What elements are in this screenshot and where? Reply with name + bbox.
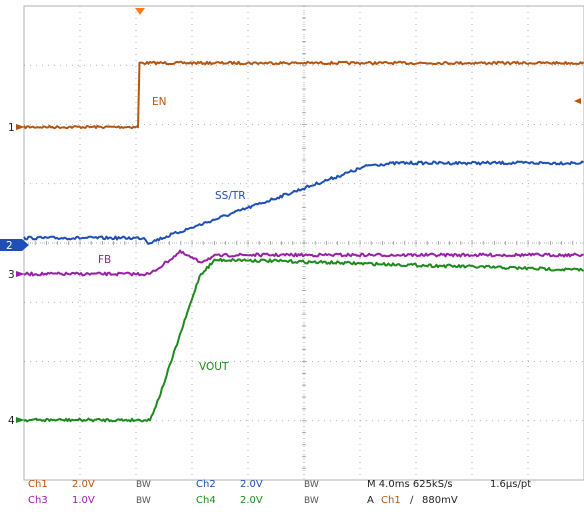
- ch2-ground-marker[interactable]: 2: [0, 239, 29, 252]
- graticule: [23, 5, 584, 481]
- ch1-marker-arrow-icon: [16, 124, 25, 130]
- ch2-marker-box: [0, 239, 22, 251]
- ch3-fb-waveform: [23, 249, 584, 277]
- ch2-marker-number: 2: [6, 240, 13, 252]
- trigger-slope-icon: ∕: [410, 495, 414, 506]
- ch1-trace-label: EN: [152, 96, 167, 108]
- ch2-trace-label: SS/TR: [215, 190, 246, 202]
- trigger-mode-readout: A: [367, 495, 374, 506]
- trigger-level-arrow-icon: [574, 98, 581, 104]
- trigger-level-readout[interactable]: 880mV: [422, 495, 458, 506]
- ch2-volts-per-div[interactable]: 2.0V: [240, 479, 263, 490]
- ch1-volts-per-div[interactable]: 2.0V: [72, 479, 95, 490]
- ch3-trace-label: FB: [98, 254, 111, 266]
- ch1-status-name[interactable]: Ch1: [28, 479, 48, 490]
- ch4-ground-marker[interactable]: 4: [8, 415, 25, 427]
- ch4-trace-label: VOUT: [199, 361, 229, 373]
- timebase-readout[interactable]: M 4.0ms 625kS/s: [367, 479, 453, 490]
- ch2-ss-tr-waveform: [23, 160, 584, 245]
- ch1-en-waveform: [23, 60, 584, 130]
- ch4-volts-per-div[interactable]: 2.0V: [240, 495, 263, 506]
- waveform-traces: [23, 60, 584, 423]
- ch3-volts-per-div[interactable]: 1.0V: [72, 495, 95, 506]
- trigger-position-icon: [135, 8, 145, 15]
- ch3-marker-number: 3: [8, 269, 15, 281]
- ch3-ground-marker[interactable]: 3: [8, 269, 25, 281]
- ch1-bandwidth-limit: BW: [136, 480, 151, 490]
- ch1-ground-marker[interactable]: 1: [8, 122, 25, 134]
- status-bar: Ch1 2.0V BW Ch2 2.0V BW M 4.0ms 625kS/s …: [28, 479, 531, 506]
- ch1-marker-number: 1: [8, 122, 15, 134]
- ch3-marker-arrow-icon: [16, 271, 25, 277]
- ch4-marker-number: 4: [8, 415, 15, 427]
- ch3-status-name[interactable]: Ch3: [28, 495, 48, 506]
- ch2-marker-arrow-icon: [22, 239, 29, 251]
- ch4-status-name[interactable]: Ch4: [196, 495, 216, 506]
- ch4-marker-arrow-icon: [16, 417, 25, 423]
- ch2-status-name[interactable]: Ch2: [196, 479, 216, 490]
- ch4-bandwidth-limit: BW: [304, 496, 319, 506]
- trigger-source-readout[interactable]: Ch1: [381, 495, 401, 506]
- ch4-vout-waveform: [23, 257, 584, 423]
- ch2-bandwidth-limit: BW: [304, 480, 319, 490]
- time-resolution-readout: 1.6µs/pt: [490, 479, 531, 490]
- ch3-bandwidth-limit: BW: [136, 496, 151, 506]
